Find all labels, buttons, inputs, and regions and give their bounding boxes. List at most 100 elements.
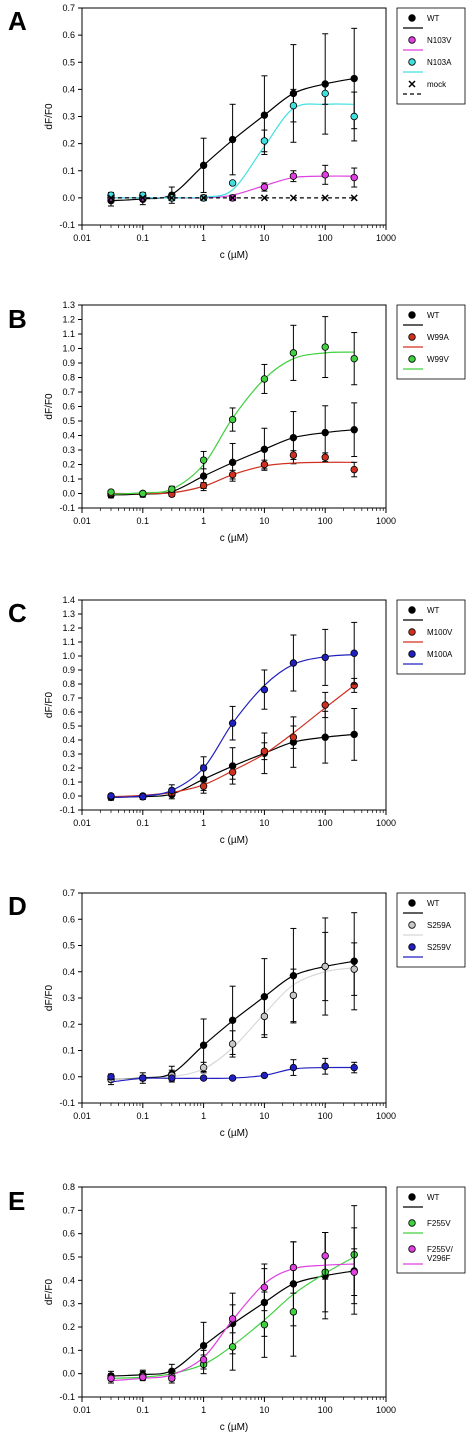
data-point [260,1320,269,1329]
data-point [350,965,358,973]
y-axis-label: dF/F0 [44,103,55,130]
legend-item: WT [403,899,440,914]
data-point [107,1374,115,1383]
y-tick-label: 1.3 [62,609,75,619]
y-tick-label: 0.6 [62,30,75,40]
y-tick-label: 0.5 [62,57,75,67]
legend-label: WT [427,1193,440,1202]
y-tick-label: 0.4 [62,431,75,441]
y-tick-label: 0.3 [62,445,75,455]
legend-item: N103V [403,36,452,51]
legend-item: W99V [403,355,449,370]
series-wt [107,27,358,207]
legend-item: S259A [403,921,452,936]
y-tick-label: 0.1 [62,1345,75,1355]
legend-marker [408,1245,416,1253]
data-point [260,1283,269,1292]
data-point [228,1074,237,1082]
y-tick-label: 0.2 [62,1019,75,1029]
legend-box [396,1186,466,1274]
x-tick-label: 1000 [376,1405,396,1415]
data-point [289,451,298,459]
legend-item: M100A [403,650,453,665]
data-point [228,1040,237,1048]
y-tick-label: 1.0 [62,344,75,354]
data-point [168,485,176,493]
y-tick-label: 0.8 [62,679,75,689]
data-point [228,1343,237,1351]
data-point [289,101,298,110]
data-point [289,433,298,442]
y-tick-label: 0.3 [62,993,75,1003]
legend-label: F255V [427,1219,451,1228]
x-tick-label: 0.01 [73,818,91,828]
legend-item: S259V [403,943,452,958]
data-point [350,649,358,657]
y-tick-label: 0.2 [62,763,75,773]
data-point [260,1071,269,1080]
chart-panel-e: E -0.1 0.0 0.1 0.2 0.3 0.4 0.5 0.6 0.7 0.8 0.01 0.1 1… [8,1182,466,1433]
chart-panel-b: B -0.1 0.0 0.1 0.2 0.3 0.4 0.5 0.6 0.7 0.8 0.9 1.0 1.… [8,300,466,544]
data-point [168,786,176,795]
y-tick-label: 0.0 [62,489,75,499]
legend-marker [408,899,416,907]
x-tick-label: 0.01 [73,1111,91,1121]
y-tick-label: 0.4 [62,1275,75,1285]
data-point [321,343,329,351]
data-point [350,112,358,121]
y-tick-label: 0.9 [62,665,75,675]
legend-label: W99A [427,333,449,342]
data-point [228,179,237,187]
data-point [260,685,269,694]
data-point [260,375,269,383]
y-tick-label: 0.7 [62,1205,75,1215]
legend-label: M100V [427,628,453,637]
data-point [199,472,208,480]
data-point [199,1041,208,1049]
x-tick-label: 10 [259,516,269,526]
data-point [199,481,208,490]
legend-label: F255V/ [427,1245,454,1254]
data-point [289,1263,298,1272]
y-tick-label: 0.7 [62,693,75,703]
series-mock [107,194,358,202]
data-point [107,1073,115,1081]
legend-marker [408,36,416,44]
data-point [200,194,208,202]
legend-box [396,599,466,675]
y-tick-label: 0.3 [62,749,75,759]
data-point [228,1016,237,1025]
chart-panel-c: C -0.1 0.0 0.1 0.2 0.3 0.4 0.5 0.6 0.7 0.8 0.9 1.0 1.… [8,595,466,846]
y-tick-label: 0.5 [62,1252,75,1262]
y-tick-label: 1.1 [62,637,75,647]
x-tick-label: 0.01 [73,233,91,243]
data-point [289,349,298,357]
data-point [350,354,358,363]
data-point [321,428,329,437]
x-tick-label: 1 [201,1405,206,1415]
x-tick-label: 10 [259,818,269,828]
x-tick-label: 0.1 [137,1111,150,1121]
x-tick-label: 100 [318,1405,333,1415]
data-point [139,489,147,498]
y-tick-label: 1.0 [62,651,75,661]
x-tick-label: 1 [201,818,206,828]
data-point [228,1315,237,1323]
y-tick-label: 0.1 [62,1046,75,1056]
x-axis-label: c (µM) [220,250,249,261]
data-point [228,719,237,727]
data-point [199,764,208,772]
legend-item: mock [403,80,447,95]
data-point [350,730,358,739]
data-point [260,1012,269,1021]
legend-marker [408,355,416,363]
legend-marker [408,943,416,951]
legend-label: N103A [427,58,452,67]
data-point [168,1374,176,1383]
y-tick-label: 1.1 [62,329,75,339]
y-tick-label: 0.8 [62,1182,75,1192]
y-axis-label: dF/F0 [44,692,55,719]
x-tick-label: 1000 [376,516,396,526]
legend-label: S259A [427,921,452,930]
